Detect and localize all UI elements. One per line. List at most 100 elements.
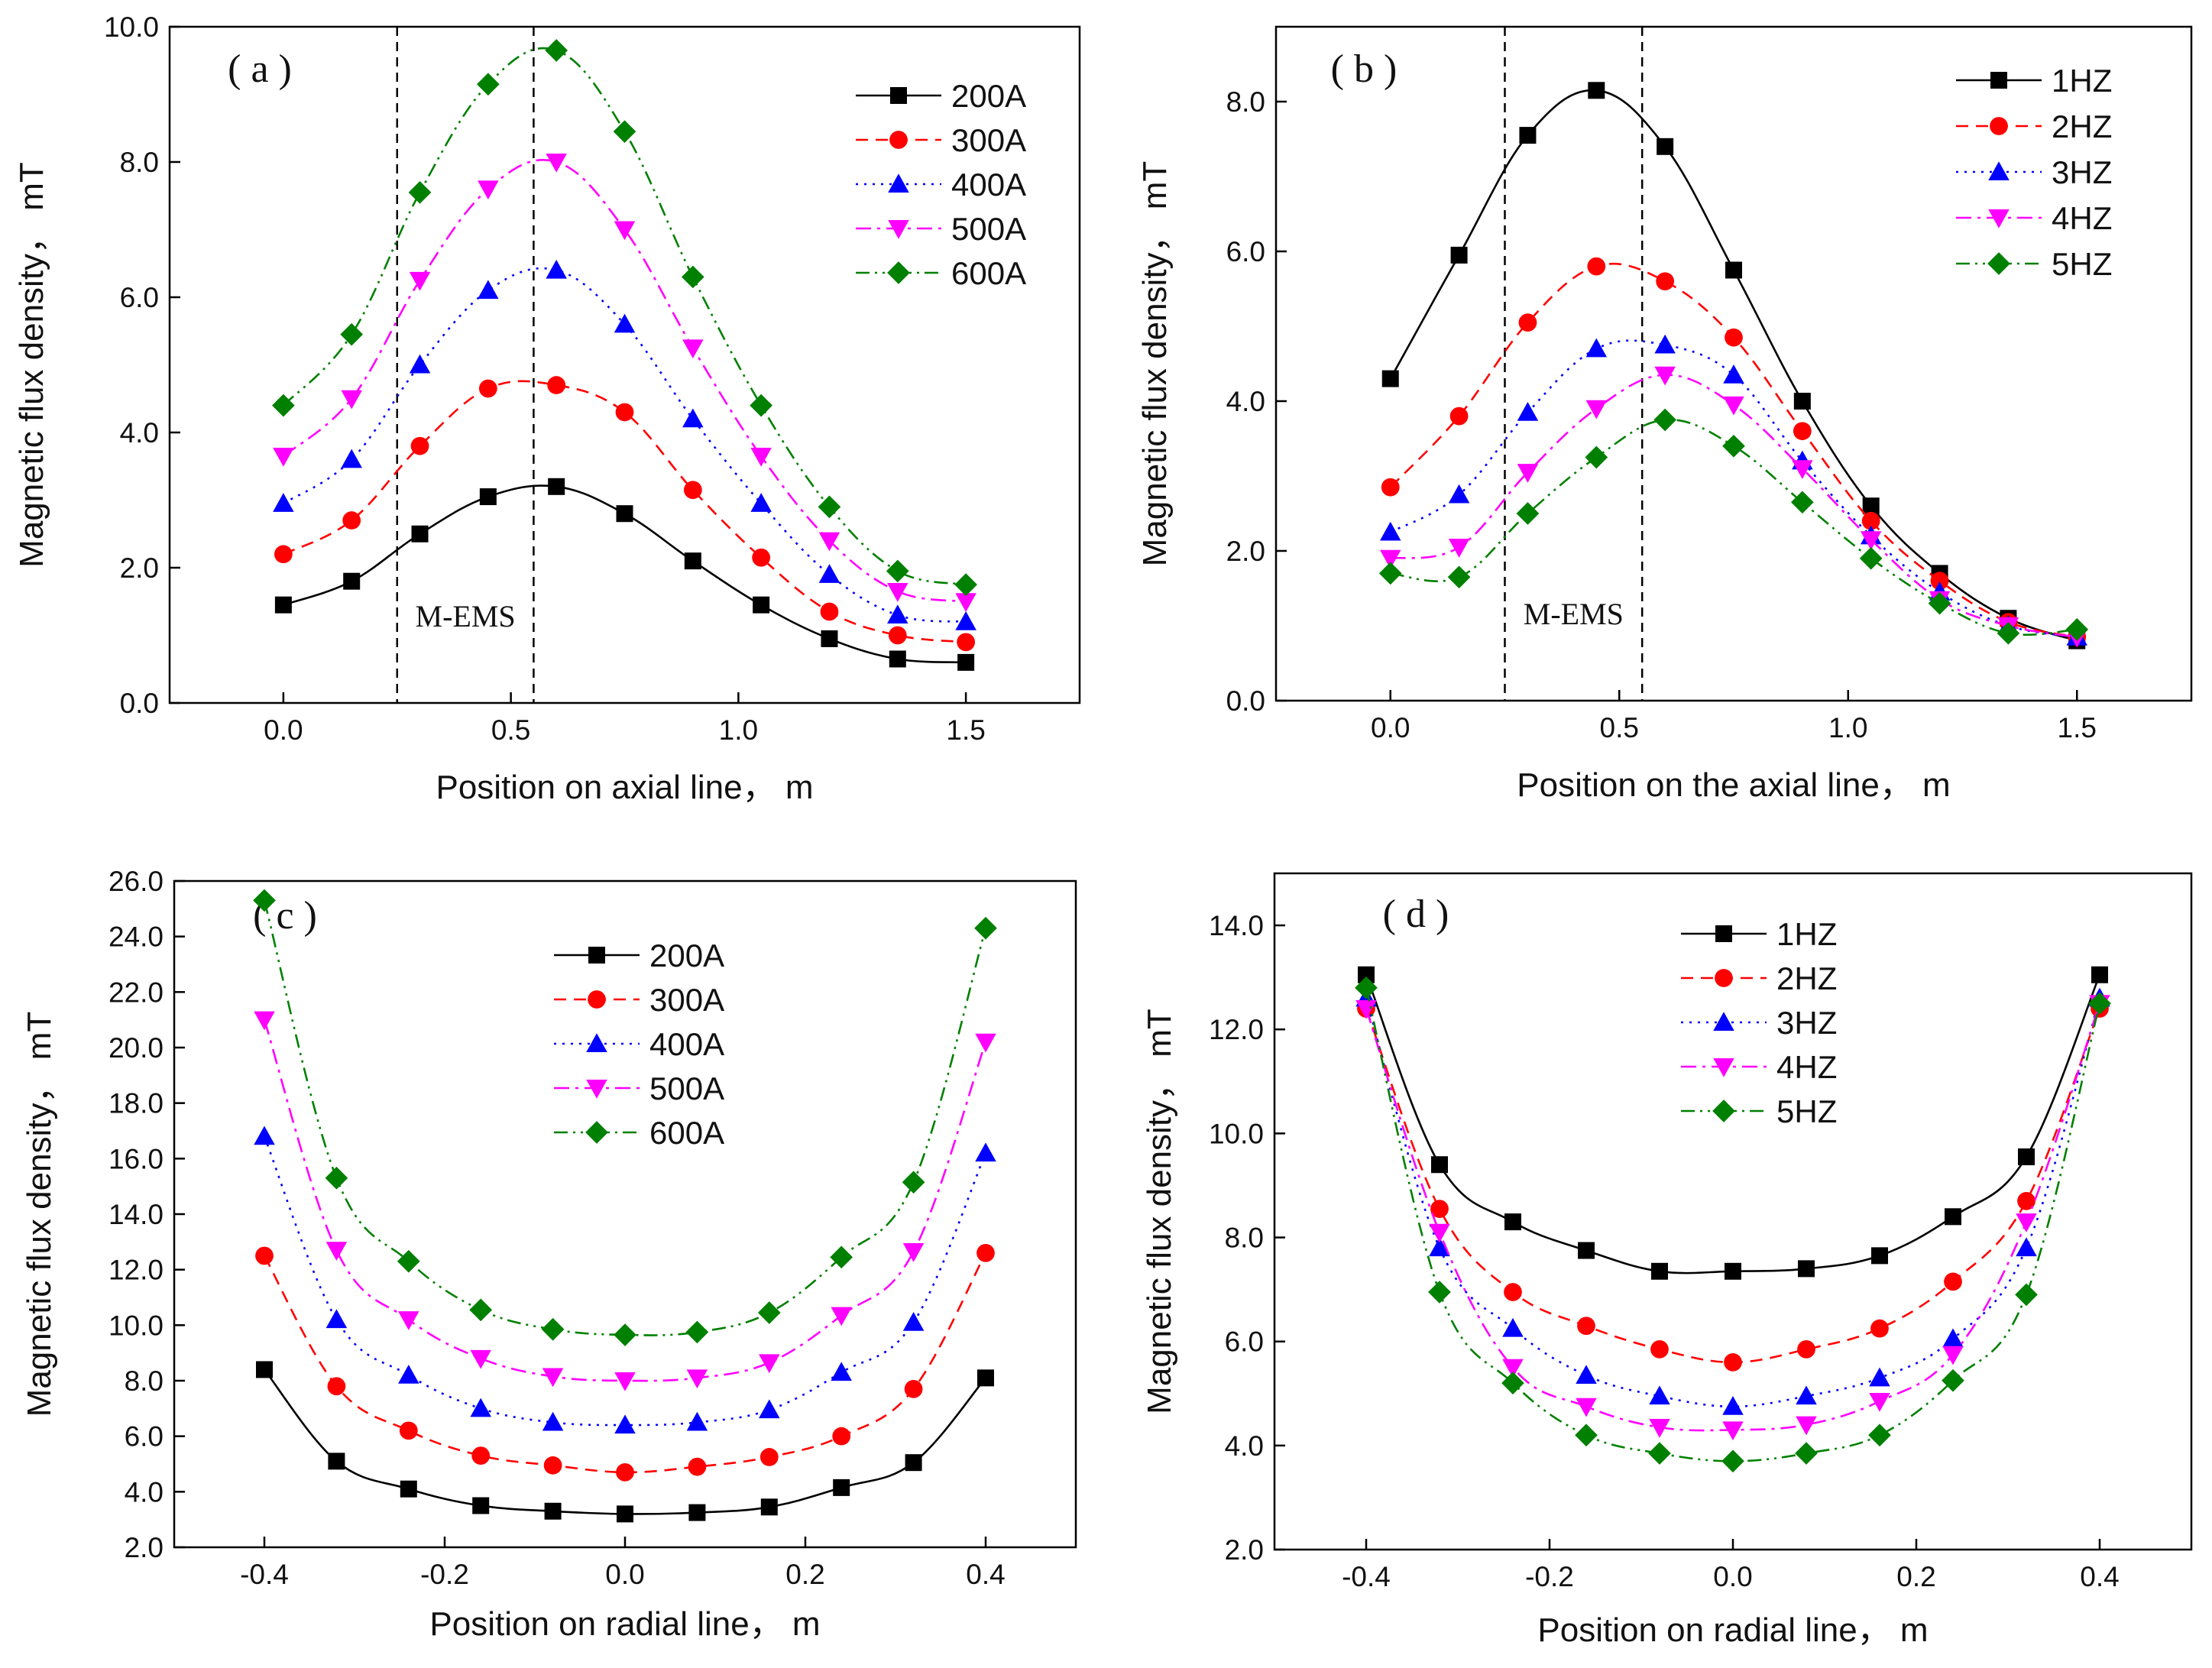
panel-d-point-2HZ: [1870, 1319, 1889, 1338]
panel-b-point-3HZ: [1723, 364, 1744, 384]
panel-b-point-1HZ: [1725, 261, 1742, 279]
panel-d-legend-label-5HZ: 5HZ: [1776, 1093, 1837, 1129]
panel-d-point-2HZ: [1724, 1353, 1742, 1372]
panel-d-point-2HZ: [2017, 1192, 2035, 1210]
panel-c-point-400A: [542, 1411, 564, 1431]
panel-a-point-300A: [274, 545, 293, 564]
panel-a-legend-label-300A: 300A: [951, 122, 1026, 158]
panel-d-y-tick-label: 12.0: [1209, 1014, 1264, 1045]
panel-a-x-tick-label: 0.0: [264, 714, 303, 746]
panel-a-point-200A: [821, 630, 838, 647]
panel-b-point-4HZ: [1380, 549, 1401, 569]
panel-d-y-tick-label: 14.0: [1209, 910, 1264, 941]
panel-a-legend-label-600A: 600A: [951, 255, 1026, 291]
panel-c-point-200A: [688, 1504, 706, 1521]
panel-d-point-5HZ: [1428, 1281, 1451, 1304]
panel-b-point-1HZ: [1657, 138, 1674, 155]
panel-c-y-axis-label: Magnetic flux density， mT: [21, 1012, 58, 1417]
panel-a-point-200A: [957, 653, 975, 671]
panel-c-x-tick-label: 0.0: [605, 1559, 644, 1590]
panel-a-legend-marker-300A: [889, 131, 908, 149]
panel-c-y-tick-label: 16.0: [108, 1143, 164, 1174]
panel-b-y-tick-label: 6.0: [1226, 236, 1265, 267]
panel-a-point-200A: [411, 525, 429, 543]
panel-c-point-300A: [399, 1421, 418, 1440]
panel-d-point-1HZ: [1871, 1247, 1888, 1265]
panel-c-point-600A: [830, 1245, 853, 1269]
panel-a-point-300A: [478, 379, 497, 398]
panel-b-point-2HZ: [1449, 406, 1469, 426]
panel-c-legend-marker-500A: [586, 1080, 607, 1099]
panel-d-point-2HZ: [1430, 1200, 1449, 1218]
panel-a-point-300A: [957, 633, 976, 652]
panel-c-legend-label-600A: 600A: [649, 1115, 724, 1151]
panel-c-x-tick-label: -0.2: [420, 1559, 469, 1590]
panel-b-y-tick-label: 4.0: [1226, 386, 1265, 417]
panel-c-point-200A: [256, 1361, 273, 1378]
panel-b-legend-label-2HZ: 2HZ: [2052, 109, 2112, 144]
panel-c-x-tick-label: 0.4: [966, 1559, 1005, 1590]
panel-b-legend-label-4HZ: 4HZ: [2052, 200, 2112, 236]
panel-d-y-tick-label: 4.0: [1225, 1430, 1264, 1462]
panel-a-series-1: [274, 376, 976, 652]
panel-c-series-1: [255, 1243, 995, 1482]
panel-d-legend-label-2HZ: 2HZ: [1776, 960, 1837, 996]
panel-b-legend-label-5HZ: 5HZ: [2052, 246, 2112, 282]
panel-a-point-500A: [887, 582, 908, 602]
panel-a-point-400A: [682, 408, 704, 428]
panel-a-point-600A: [954, 573, 977, 596]
panel-d-legend-label-4HZ: 4HZ: [1776, 1049, 1837, 1085]
panel-d-series-2: [1355, 987, 2110, 1415]
panel-c-point-400A: [902, 1311, 925, 1331]
panel-a-point-300A: [820, 602, 839, 621]
panel-c-point-500A: [470, 1349, 491, 1369]
panel-b-point-2HZ: [1725, 328, 1743, 347]
panel-d-point-3HZ: [1796, 1385, 1817, 1405]
panel-d-point-1HZ: [1798, 1260, 1815, 1278]
panel-b-point-5HZ: [1928, 591, 1951, 615]
panel-a-point-600A: [613, 120, 636, 144]
panel-b-point-5HZ: [1378, 562, 1402, 585]
panel-d-series-1: [1357, 999, 2109, 1372]
panel-c-legend-label-500A: 500A: [649, 1070, 724, 1106]
panel-c-point-400A: [831, 1362, 852, 1381]
panel-b-x-tick-label: 0.5: [1600, 712, 1639, 743]
panel-a-point-500A: [273, 447, 294, 467]
panel-a-point-500A: [682, 339, 704, 359]
panel-a-x-tick-label: 0.5: [491, 714, 530, 746]
panel-d-point-4HZ: [1942, 1346, 1964, 1365]
panel-b-point-4HZ: [1517, 464, 1539, 483]
panel-a-point-200A: [616, 505, 633, 523]
panel-b-point-2HZ: [1381, 478, 1400, 497]
panel-d-point-3HZ: [1869, 1367, 1890, 1387]
panel-c-point-500A: [902, 1243, 925, 1262]
panel-d-point-5HZ: [1575, 1423, 1598, 1447]
panel-d-point-3HZ: [1942, 1328, 1964, 1348]
panel-c-point-600A: [902, 1171, 925, 1194]
panel-a-y-tick-label: 2.0: [120, 552, 159, 584]
panel-d-point-1HZ: [1358, 966, 1375, 983]
panel-a-point-300A: [615, 403, 634, 422]
panel-b-frame: [1274, 25, 2193, 702]
panel-d-point-3HZ: [1722, 1396, 1744, 1415]
panel-b-point-1HZ: [1862, 497, 1880, 515]
panel-b-point-3HZ: [1380, 521, 1401, 541]
panel-b-point-3HZ: [1448, 484, 1470, 504]
panel-d-point-5HZ: [1648, 1442, 1671, 1465]
panel-c-legend-label-300A: 300A: [649, 982, 724, 1018]
panel-c-y-tick-label: 24.0: [108, 921, 164, 953]
panel-b-point-5HZ: [1653, 408, 1676, 432]
panel-d-point-5HZ: [1721, 1449, 1744, 1473]
panel-b-point-1HZ: [1381, 370, 1399, 387]
panel-d-point-5HZ: [2015, 1283, 2038, 1307]
panel-a-point-400A: [955, 611, 976, 630]
panel-b-point-5HZ: [1791, 491, 1814, 514]
panel-a-point-400A: [546, 259, 567, 279]
panel-b-point-2HZ: [1656, 272, 1675, 291]
panel-c-point-300A: [976, 1243, 995, 1262]
panel-a-series-2: [273, 259, 976, 630]
panel-c-y-tick-label: 4.0: [125, 1476, 164, 1508]
panel-d-legend-label-3HZ: 3HZ: [1776, 1005, 1837, 1041]
panel-c-point-400A: [398, 1364, 419, 1384]
